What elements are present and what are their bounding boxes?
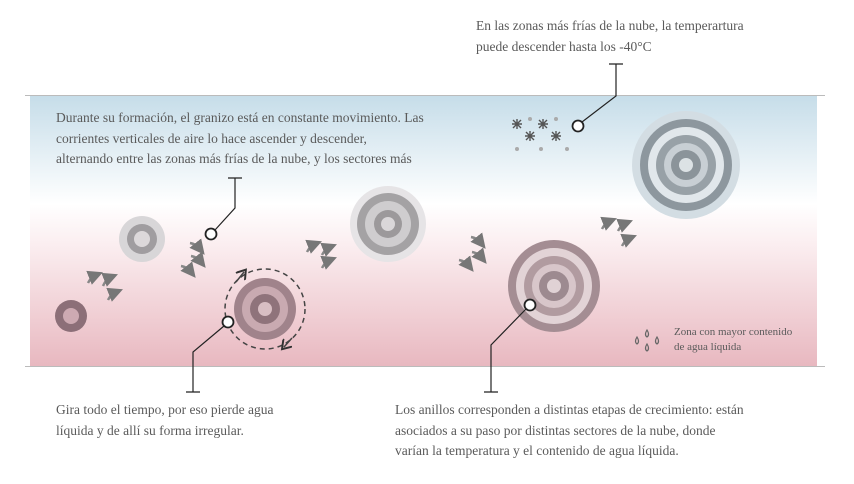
text-line: asociados a su paso por distintas sector…: [395, 422, 716, 438]
hailstone-5: [508, 240, 600, 332]
airflow-arrow-icon: [86, 216, 637, 302]
text-line: varían la temperatura y el contenido de …: [395, 443, 679, 458]
callout-lines: [186, 63, 623, 393]
ice-dots: [515, 117, 569, 151]
rotation-note: Gira todo el tiempo, por eso pierde agua…: [56, 400, 273, 441]
text-line: Durante su formación, el granizo está en…: [56, 110, 424, 125]
movement-note: Durante su formación, el granizo está en…: [56, 108, 424, 170]
hailstone-2: [119, 216, 165, 262]
text-line: alternando entre las zonas más frías de …: [56, 151, 412, 166]
callout-markers: [204, 119, 585, 329]
rings-note: Los anillos corresponden a distintas eta…: [395, 400, 744, 462]
text-line: de agua líquida: [674, 341, 742, 353]
text-line: corrientes verticales de aire lo hace as…: [56, 130, 367, 146]
cold-zone-note: En las zonas más frías de la nube, la te…: [476, 16, 744, 57]
hailstone-rotating: [224, 268, 306, 350]
text-line: líquida y de allí su forma irregular.: [56, 422, 244, 438]
snowflake-icon: [512, 119, 561, 141]
legend-liquid-water: Zona con mayor contenido de agua líquida: [674, 325, 792, 355]
text-line: Gira todo el tiempo, por eso pierde agua: [56, 402, 274, 417]
water-drops-icon: [634, 328, 660, 352]
text-line: En las zonas más frías de la nube, la te…: [476, 18, 744, 33]
rotation-arrow-icon: [224, 268, 306, 350]
text-line: Los anillos corresponden a distintas eta…: [395, 402, 744, 417]
hailstone-small: [55, 300, 87, 332]
hailstone-6: [632, 111, 740, 219]
text-line: Zona con mayor contenido: [674, 326, 793, 338]
text-line: puede descender hasta los -40°C: [476, 38, 652, 54]
hailstone-4: [350, 186, 426, 262]
